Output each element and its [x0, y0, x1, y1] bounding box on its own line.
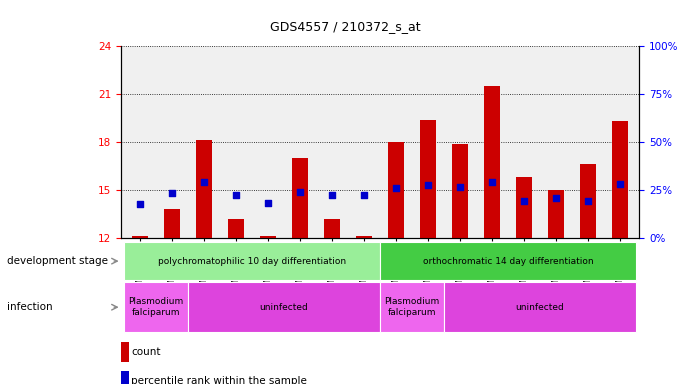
- Bar: [516, 177, 532, 238]
- Point: [263, 200, 274, 206]
- Text: orthochromatic 14 day differentiation: orthochromatic 14 day differentiation: [423, 257, 594, 266]
- Text: infection: infection: [7, 302, 53, 312]
- Point: [614, 180, 625, 187]
- Point: [359, 192, 370, 198]
- Text: development stage: development stage: [7, 256, 108, 266]
- Point: [294, 189, 305, 195]
- Text: uninfected: uninfected: [260, 303, 308, 312]
- Point: [486, 179, 498, 185]
- Text: polychromatophilic 10 day differentiation: polychromatophilic 10 day differentiatio…: [158, 257, 346, 266]
- Bar: [196, 141, 212, 238]
- Bar: [121, 371, 129, 384]
- Text: uninfected: uninfected: [515, 303, 565, 312]
- Bar: [228, 219, 244, 238]
- Text: Plasmodium
falciparum: Plasmodium falciparum: [129, 298, 184, 317]
- Bar: [292, 158, 308, 238]
- Bar: [356, 237, 372, 238]
- Bar: [380, 242, 636, 280]
- Bar: [164, 209, 180, 238]
- Point: [455, 184, 466, 190]
- Point: [551, 195, 562, 201]
- Text: Plasmodium
falciparum: Plasmodium falciparum: [384, 298, 439, 317]
- Point: [167, 190, 178, 196]
- Point: [198, 179, 209, 185]
- Bar: [444, 282, 636, 332]
- Bar: [124, 242, 380, 280]
- Bar: [580, 164, 596, 238]
- Bar: [260, 237, 276, 238]
- Bar: [612, 121, 628, 238]
- Bar: [484, 86, 500, 238]
- Bar: [132, 237, 148, 238]
- Point: [135, 201, 146, 207]
- Bar: [188, 282, 380, 332]
- Bar: [548, 190, 564, 238]
- Bar: [452, 144, 468, 238]
- Bar: [388, 142, 404, 238]
- Text: count: count: [131, 347, 161, 357]
- Text: GDS4557 / 210372_s_at: GDS4557 / 210372_s_at: [270, 20, 421, 33]
- Point: [583, 198, 594, 204]
- Text: percentile rank within the sample: percentile rank within the sample: [131, 376, 307, 384]
- Bar: [121, 342, 129, 362]
- Bar: [324, 219, 340, 238]
- Point: [422, 182, 433, 188]
- Bar: [124, 282, 188, 332]
- Point: [327, 192, 338, 198]
- Point: [390, 185, 401, 192]
- Bar: [380, 282, 444, 332]
- Bar: [420, 120, 436, 238]
- Point: [231, 192, 242, 198]
- Point: [518, 198, 529, 204]
